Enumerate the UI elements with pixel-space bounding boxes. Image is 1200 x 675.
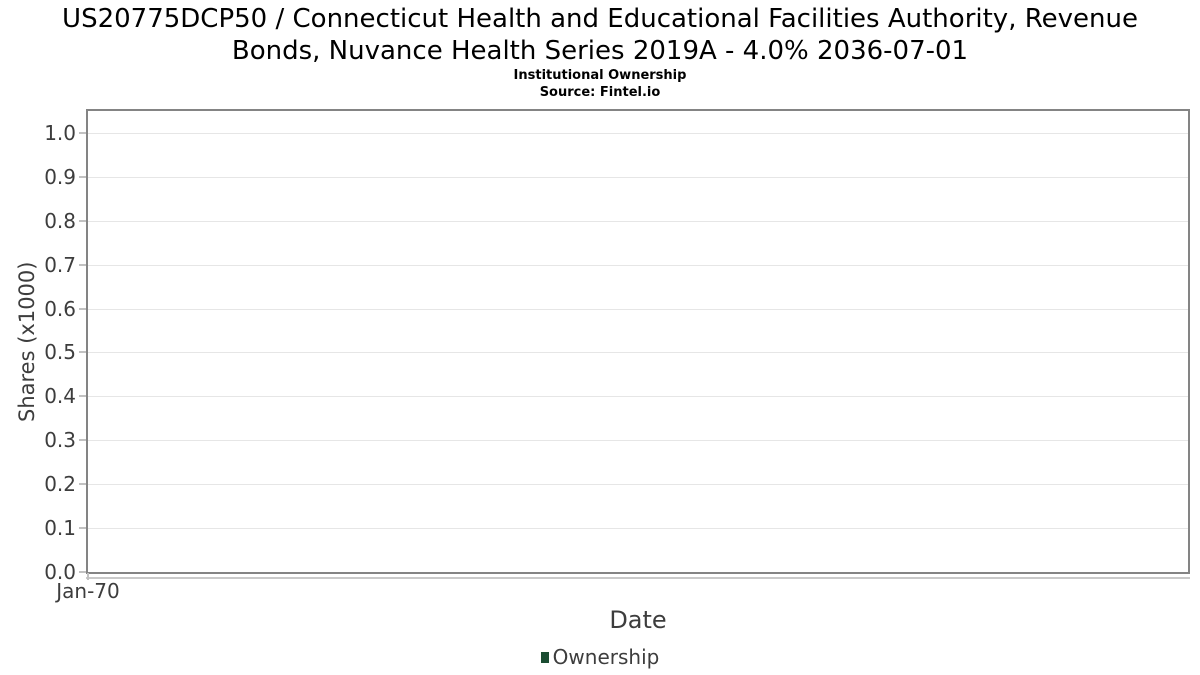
x-axis-title: Date [609, 606, 667, 634]
x-tick-mark [87, 573, 89, 580]
y-tick-label: 0.0 [44, 560, 76, 584]
y-tick-label: 1.0 [44, 120, 76, 145]
plot-area [86, 109, 1190, 574]
y-tick-label: 0.9 [44, 164, 76, 189]
y-tick-mark [79, 439, 86, 442]
y-tick-mark [79, 307, 86, 310]
y-tick-mark [79, 571, 86, 573]
x-tick-label: Jan-70 [56, 579, 120, 603]
y-tick-mark [79, 219, 86, 222]
y-tick-mark [79, 131, 86, 134]
y-tick-mark [79, 527, 86, 530]
y-tick-label: 0.3 [44, 428, 76, 453]
gridline [88, 308, 1188, 310]
chart-subtitle: Institutional Ownership [513, 68, 687, 83]
y-tick-label: 0.4 [44, 384, 76, 409]
x-axis-line [86, 577, 1190, 579]
legend: Ownership [0, 644, 1200, 670]
gridline [88, 440, 1188, 442]
legend-series-label: Ownership [552, 645, 660, 669]
chart-source-label: Source: Fintel.io [539, 85, 661, 100]
gridline [88, 484, 1188, 486]
y-tick-label: 0.5 [44, 340, 76, 365]
chart-title-line-2: Bonds, Nuvance Health Series 2019A - 4.0… [231, 36, 969, 66]
gridline [88, 264, 1188, 266]
y-tick-label: 0.1 [44, 516, 76, 541]
legend-item-ownership[interactable]: Ownership [540, 645, 660, 669]
gridline [88, 132, 1188, 134]
y-tick-label: 0.6 [44, 296, 76, 321]
y-tick-mark [79, 175, 86, 178]
y-tick-label: 0.8 [44, 208, 76, 233]
gridline [88, 352, 1188, 354]
legend-series-marker-icon [540, 651, 549, 663]
y-tick-mark [79, 483, 86, 486]
y-tick-mark [79, 395, 86, 398]
chart-title: US20775DCP50 / Connecticut Health and Ed… [0, 3, 1200, 67]
gridline [88, 396, 1188, 398]
gridline [88, 220, 1188, 222]
gridline [88, 528, 1188, 530]
gridline [88, 176, 1188, 178]
y-tick-mark [79, 263, 86, 266]
y-tick-mark [79, 351, 86, 354]
y-tick-label: 0.7 [44, 252, 76, 277]
y-tick-label: 0.2 [44, 472, 76, 497]
chart-title-line-1: US20775DCP50 / Connecticut Health and Ed… [62, 4, 1138, 34]
